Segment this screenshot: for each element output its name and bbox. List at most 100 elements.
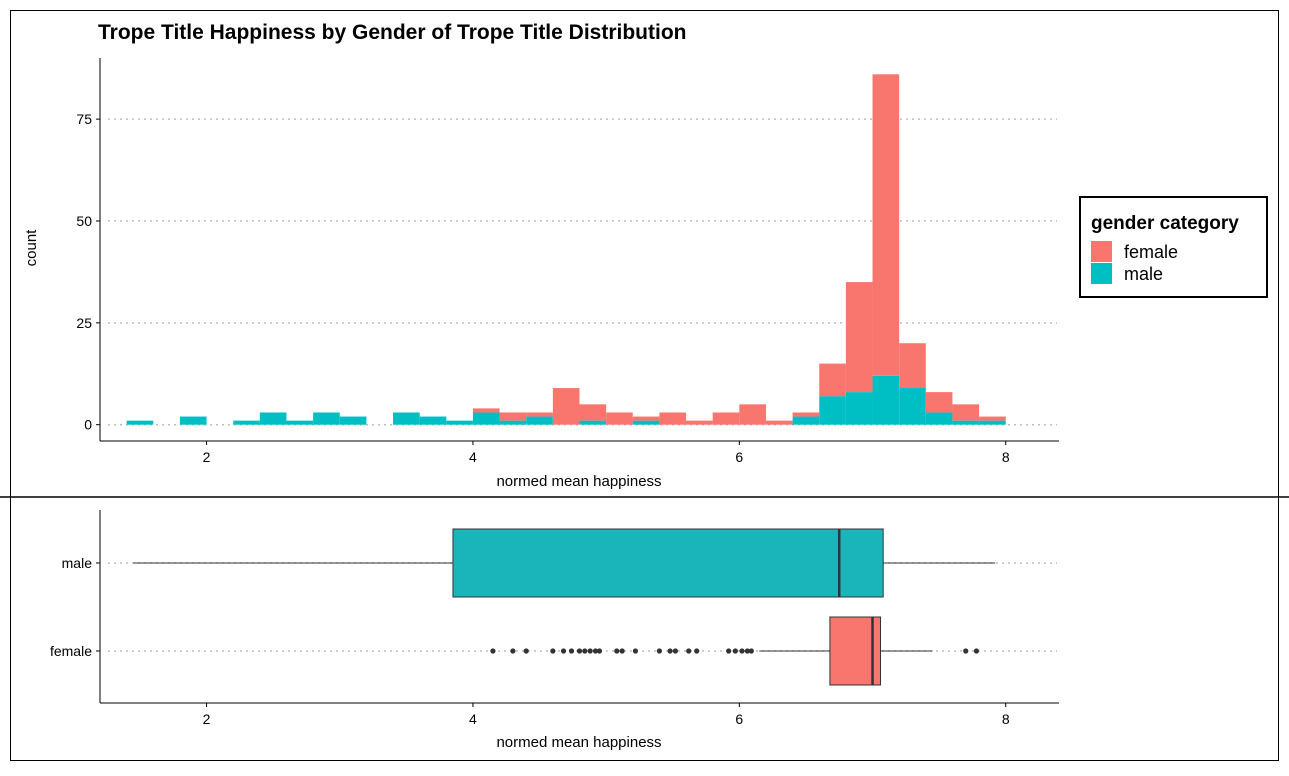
histogram-bar-female-14	[499, 412, 527, 421]
boxplot-y-tick-label-female: female	[50, 643, 92, 659]
histogram-bar-male-27	[845, 392, 873, 425]
histogram-bar-female-26	[819, 363, 846, 397]
histogram-y-ticks: 0 25 50 75	[76, 111, 100, 433]
histogram-bar-male-10	[393, 412, 420, 425]
histogram-bar-male-30	[925, 412, 953, 425]
histogram-bar-female-19	[632, 416, 660, 421]
legend-label-male: male	[1124, 264, 1163, 284]
boxplot-outlier-female-21	[739, 648, 745, 654]
histogram-bar-male-14	[499, 420, 527, 425]
histogram-bar-female-20	[659, 412, 687, 425]
histogram-y-tick-label: 25	[76, 315, 92, 331]
histogram-bar-male-6	[286, 420, 314, 425]
histogram-bar-female-27	[845, 282, 873, 393]
boxplot-outlier-female-12	[619, 648, 625, 654]
histogram-bar-female-22	[712, 412, 740, 425]
boxplot-outlier-female-17	[686, 648, 692, 654]
histogram-bar-male-28	[872, 375, 900, 425]
boxplot-outlier-female-4	[560, 648, 567, 654]
boxplot-x-tick-label: 2	[203, 711, 211, 727]
histogram-bar-female-30	[925, 392, 953, 413]
boxplot-outlier-female-2	[523, 648, 529, 654]
histogram-bar-female-18	[606, 412, 633, 425]
boxplot-outlier-female-5	[568, 648, 575, 654]
histogram-y-axis-title: count	[23, 229, 40, 267]
histogram-bar-female-13	[472, 408, 500, 413]
histogram-bar-male-0	[126, 420, 154, 425]
histogram-x-tick-label: 2	[203, 449, 211, 465]
histogram-x-ticks: 2 4 6 8	[203, 441, 1010, 465]
boxplot-outlier-female-9	[592, 648, 599, 654]
boxplot-outlier-female-18	[694, 648, 700, 654]
boxplot-outlier-female-0	[490, 648, 496, 654]
boxplot-outlier-female-6	[576, 648, 583, 654]
histogram-bar-female-17	[579, 404, 607, 421]
boxplot-x-ticks: 2 4 6 8	[203, 703, 1010, 727]
boxplot-y-ticks: male female	[50, 555, 100, 659]
boxplot-outlier-female-16	[672, 648, 679, 654]
histogram-bar-male-29	[899, 388, 926, 425]
histogram-bar-male-15	[526, 416, 553, 425]
histogram-bar-female-25	[792, 412, 820, 417]
histogram-bar-male-17	[579, 420, 607, 425]
boxplot-x-tick-label: 4	[469, 711, 477, 727]
boxplot-outlier-female-3	[550, 648, 556, 654]
histogram-title: Trope Title Happiness by Gender of Trope…	[98, 21, 686, 44]
histogram-bar-male-11	[419, 416, 447, 425]
boxplot-outlier-female-8	[587, 648, 593, 654]
boxplot-outlier-female-25	[973, 648, 980, 654]
histogram-bars	[126, 74, 1006, 425]
histogram-bar-male-32	[979, 420, 1006, 425]
histogram-bar-female-23	[739, 404, 766, 425]
boxplot-y-tick-label-male: male	[62, 555, 93, 571]
histogram-bar-female-29	[899, 343, 926, 389]
legend-swatch-female	[1091, 241, 1112, 262]
histogram-bar-female-32	[979, 416, 1006, 421]
boxplot-outlier-female-7	[582, 648, 588, 654]
legend-label-female: female	[1124, 242, 1178, 262]
histogram-y-tick-label: 0	[84, 417, 92, 433]
legend-title: gender category	[1091, 213, 1239, 234]
histogram-bar-male-7	[313, 412, 340, 425]
boxplot-outlier-female-24	[963, 648, 969, 654]
histogram-bar-male-8	[339, 416, 367, 425]
boxplot-x-tick-label: 8	[1002, 711, 1010, 727]
histogram-bar-female-31	[952, 404, 980, 421]
histogram-y-tick-label: 75	[76, 111, 92, 127]
boxplot-x-axis-title: normed mean happiness	[496, 734, 661, 751]
boxplot-outlier-female-22	[744, 648, 750, 654]
boxplot-x-tick-label: 6	[735, 711, 743, 727]
boxplot-outlier-female-11	[614, 648, 620, 654]
boxplot-outlier-female-19	[726, 648, 732, 654]
boxplot-outlier-female-1	[510, 648, 516, 654]
histogram-bar-male-4	[233, 420, 260, 425]
histogram-bar-male-25	[792, 416, 820, 425]
histogram-x-tick-label: 4	[469, 449, 477, 465]
boxplot-outlier-female-13	[632, 648, 639, 654]
histogram-bar-male-12	[446, 420, 473, 425]
histogram-bar-male-13	[472, 412, 500, 425]
histogram-x-axis-title: normed mean happiness	[496, 473, 661, 490]
histogram-x-tick-label: 6	[735, 449, 743, 465]
histogram-bar-female-15	[526, 412, 553, 417]
histogram-bar-female-16	[552, 388, 580, 425]
boxplot-outlier-female-10	[596, 648, 603, 654]
legend-swatch-male	[1091, 263, 1112, 284]
histogram-bar-female-21	[686, 420, 713, 425]
boxplot-marks	[133, 528, 996, 686]
outer-frame	[10, 10, 1279, 761]
histogram-bar-male-26	[819, 396, 846, 425]
histogram-bar-male-19	[632, 420, 660, 425]
boxplot-outlier-female-23	[748, 648, 754, 654]
histogram-bar-female-28	[872, 74, 900, 376]
boxplot-outlier-female-14	[656, 648, 663, 654]
histogram-y-tick-label: 50	[76, 213, 92, 229]
boxplot-outlier-female-20	[732, 648, 738, 654]
histogram-bar-female-24	[765, 420, 793, 425]
histogram-bar-male-31	[952, 420, 980, 425]
histogram-bar-male-2	[179, 416, 207, 425]
